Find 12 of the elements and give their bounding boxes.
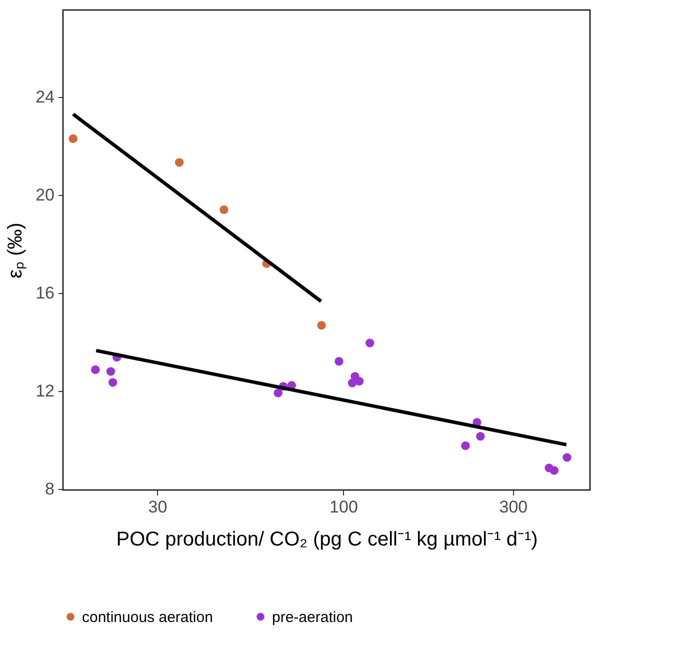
y-tick-label: 20 — [36, 185, 54, 204]
y-tick-label: 24 — [36, 87, 54, 106]
x-tick-label: 30 — [148, 498, 168, 516]
x-tick-label: 100 — [330, 498, 358, 516]
y-axis-title: εₚ (‰) — [4, 222, 27, 278]
y-tick-label: 12 — [36, 382, 54, 401]
x-tick-label: 300 — [499, 498, 528, 516]
y-tick-label: 16 — [36, 284, 54, 302]
legend-label: pre-aeration — [272, 608, 353, 626]
x-axis-title: POC production/ CO₂ (pg C cell⁻¹ kg µmol⁻¹ d⁻¹) — [116, 528, 538, 550]
y-tick-label: 8 — [45, 480, 54, 499]
legend-label: continuous aeration — [82, 608, 213, 626]
